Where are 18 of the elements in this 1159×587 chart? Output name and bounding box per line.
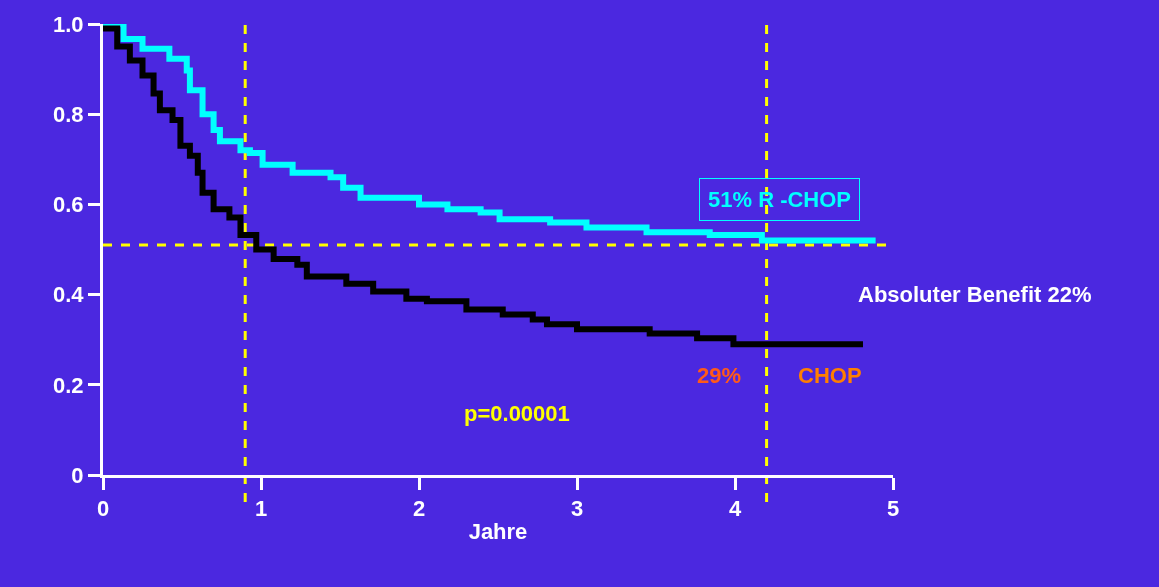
y-tick-label: 0.4 [53,282,85,308]
annotation: CHOP [798,363,862,388]
y-tick-label: 1.0 [53,11,84,37]
x-tick-label: 1 [254,496,268,522]
y-tick-label: 0.2 [53,372,84,398]
x-axis-title: Jahre [468,519,528,545]
y-tick-label: 0.8 [53,101,84,127]
y-tick-label: 0 [71,462,84,488]
x-tick-label: 2 [412,496,426,522]
annotation: 51% R -CHOP [708,187,852,212]
x-tick-label: 3 [570,496,584,522]
x-tick-label: 0 [96,496,110,522]
annotation: Absoluter Benefit 22% [858,282,1092,307]
x-tick-label: 4 [728,496,742,522]
x-tick-label: 5 [886,496,900,522]
annotation: 29% [697,363,742,388]
y-tick-label: 0.6 [53,192,84,218]
annotation: p=0.00001 [464,401,570,426]
